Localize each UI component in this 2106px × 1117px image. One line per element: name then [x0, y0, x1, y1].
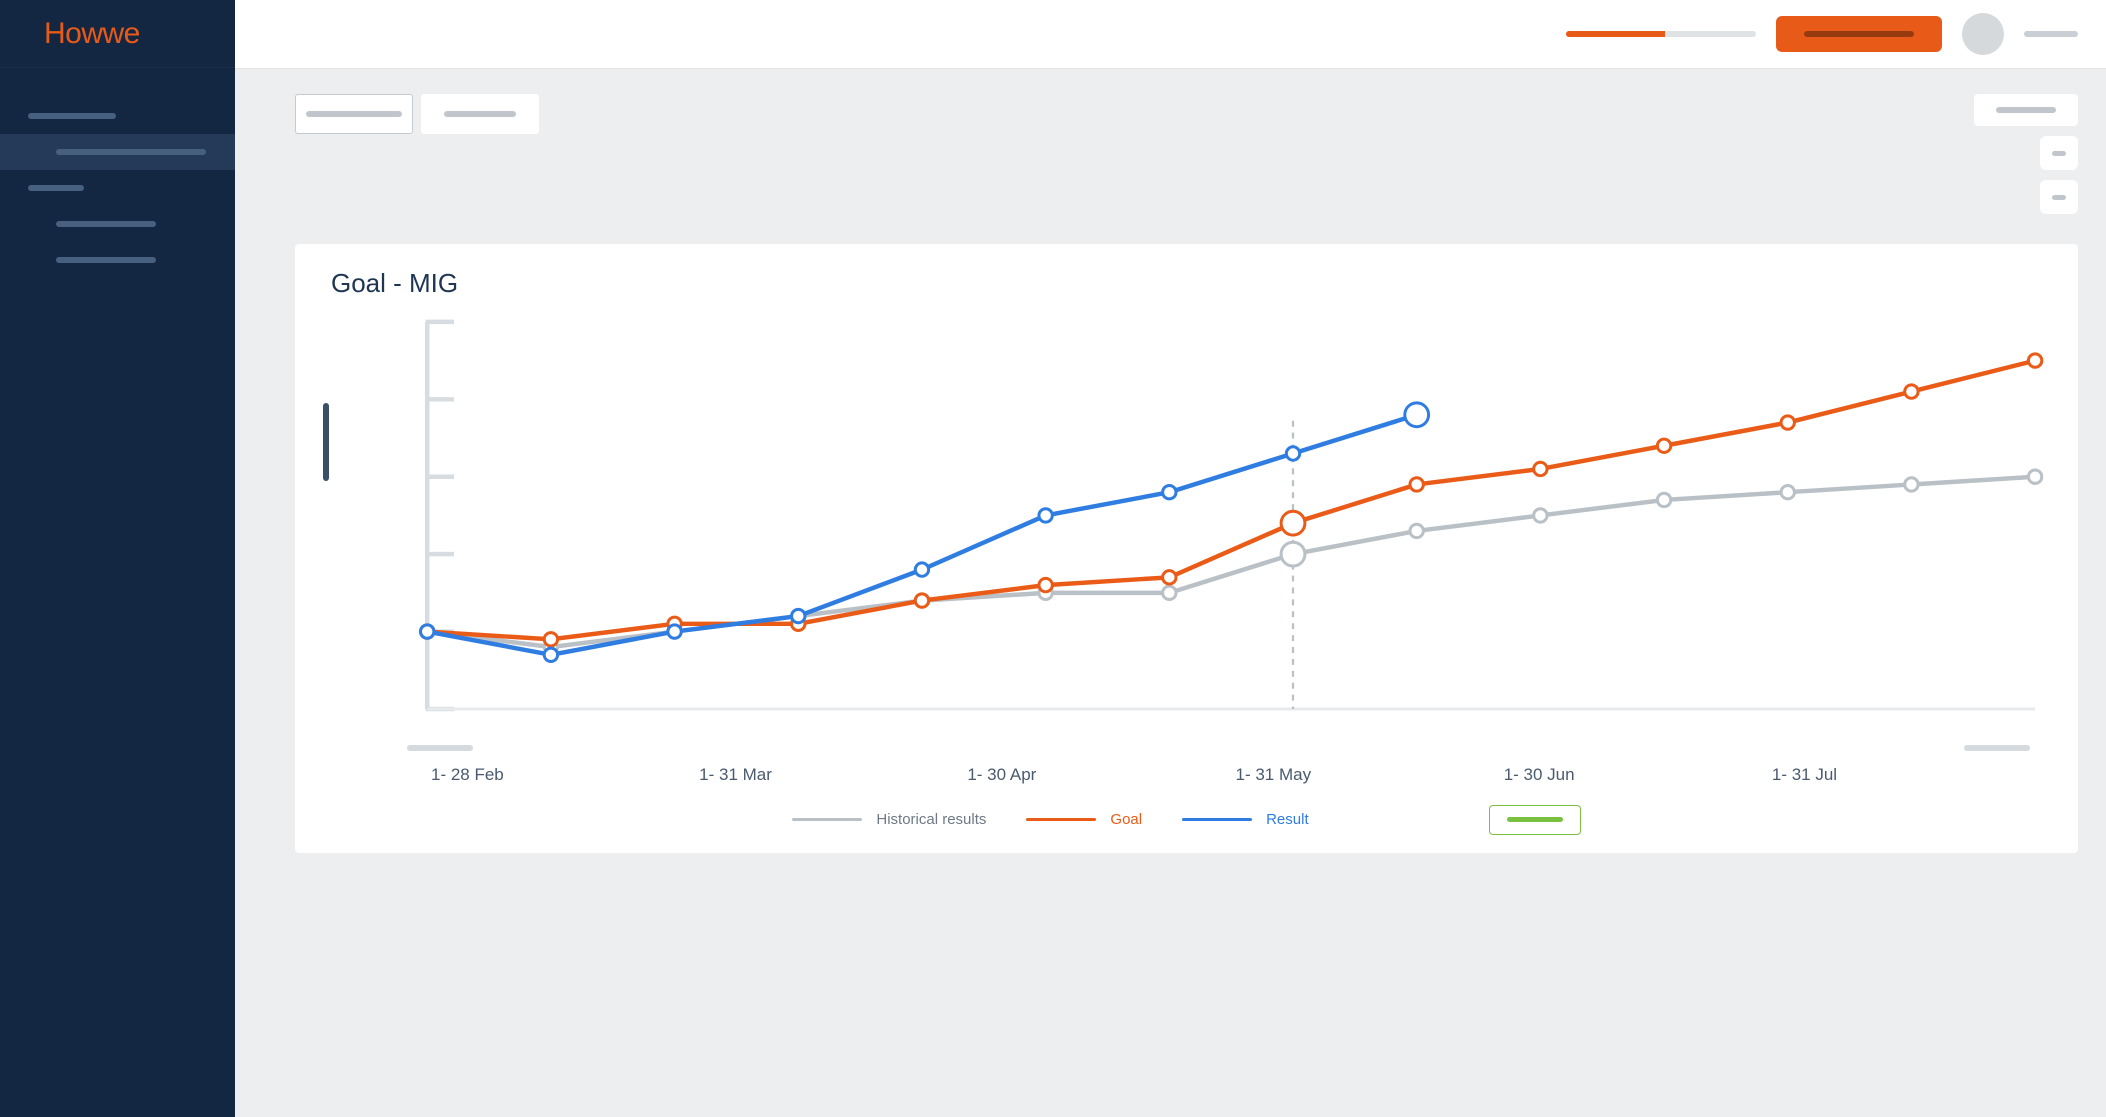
topbar	[235, 0, 2106, 68]
main: Goal - MIG 1- 28 Feb1- 31 Mar1- 30 Apr1-…	[235, 0, 2106, 1117]
user-menu-toggle[interactable]	[2024, 31, 2078, 37]
sidebar-nav	[0, 68, 235, 278]
avatar[interactable]	[1962, 13, 2004, 55]
primary-cta-button[interactable]	[1776, 16, 1942, 52]
top-progress	[1566, 31, 1756, 37]
logo[interactable]: Howwe	[0, 0, 235, 68]
tab-1[interactable]	[421, 94, 539, 134]
chart-card: Goal - MIG 1- 28 Feb1- 31 Mar1- 30 Apr1-…	[295, 244, 2078, 853]
icon-button-1[interactable]	[2040, 136, 2078, 170]
chart-title: Goal - MIG	[323, 268, 2050, 299]
y-scroll-thumb[interactable]	[323, 403, 329, 481]
chart-wrap: 1- 28 Feb1- 31 Mar1- 30 Apr1- 31 May1- 3…	[323, 307, 2050, 835]
series-goal	[427, 361, 2035, 640]
legend-action-button[interactable]	[1489, 805, 1581, 835]
sidebar-item-0[interactable]	[0, 98, 235, 134]
x-tick-label: 1- 31 Jul	[1772, 765, 2040, 785]
icon-button-2[interactable]	[2040, 180, 2078, 214]
x-scroll-thumb-right[interactable]	[1964, 745, 2030, 751]
sidebar-item-3[interactable]	[0, 206, 235, 242]
brand-name: Howwe	[44, 17, 140, 51]
x-tick-label: 1- 28 Feb	[431, 765, 699, 785]
goal-chart	[323, 307, 2050, 739]
x-tick-label: 1- 31 May	[1236, 765, 1504, 785]
legend-item-result[interactable]: Result	[1182, 811, 1309, 828]
sidebar: Howwe	[0, 0, 235, 1117]
sidebar-item-2[interactable]	[0, 170, 235, 206]
x-tick-label: 1- 31 Mar	[699, 765, 967, 785]
x-axis-labels: 1- 28 Feb1- 31 Mar1- 30 Apr1- 31 May1- 3…	[323, 765, 2050, 785]
app-root: Howwe Goa	[0, 0, 2106, 1117]
secondary-action-button[interactable]	[1974, 94, 2078, 126]
tab-0[interactable]	[295, 94, 413, 134]
tabs	[295, 94, 539, 134]
sidebar-item-4[interactable]	[0, 242, 235, 278]
legend-item-historical[interactable]: Historical results	[792, 811, 986, 828]
chart-legend: Historical results Goal Result	[323, 805, 2050, 835]
x-tick-label: 1- 30 Jun	[1504, 765, 1772, 785]
sidebar-item-1[interactable]	[0, 134, 235, 170]
subbar	[235, 68, 2106, 214]
x-tick-label: 1- 30 Apr	[967, 765, 1235, 785]
legend-item-goal[interactable]: Goal	[1026, 811, 1142, 828]
x-scroll-thumb-left[interactable]	[407, 745, 473, 751]
